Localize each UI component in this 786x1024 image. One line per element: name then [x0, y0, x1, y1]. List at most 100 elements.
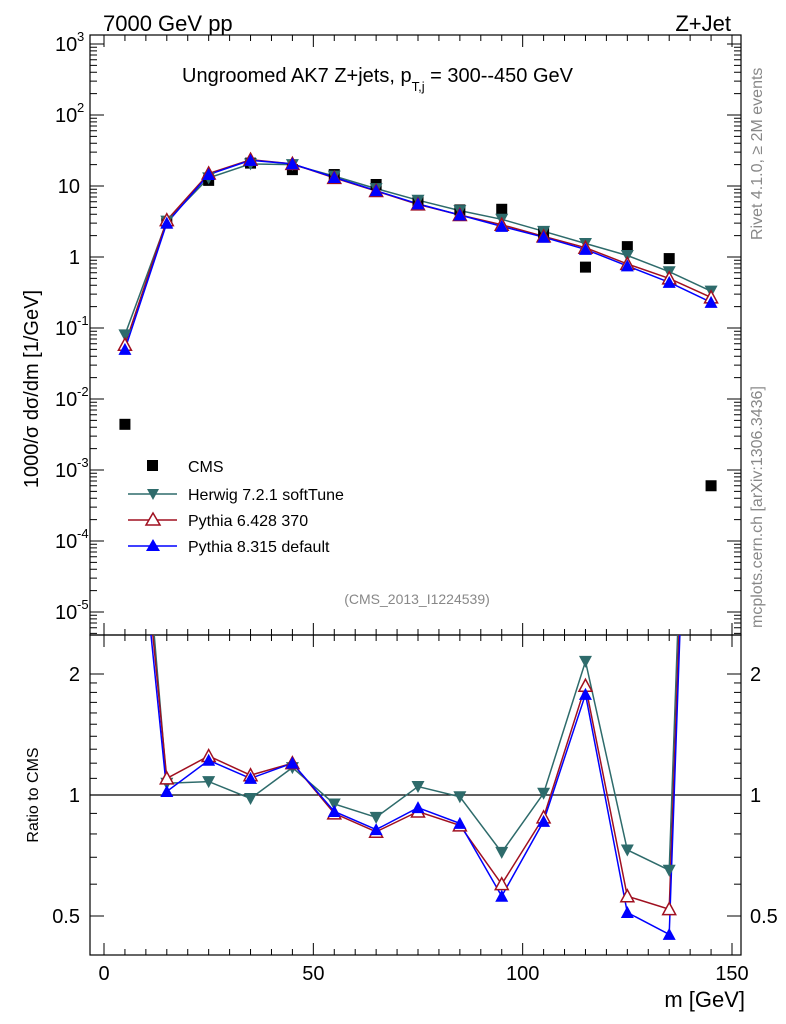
legend-label-cms: CMS: [188, 459, 224, 476]
ratio-point-pythia-6-428-370: [493, 876, 510, 891]
ratio-point-pythia-6-428-370: [619, 888, 636, 903]
ratio-point-herwig-7-2-1-softtune: [453, 791, 467, 804]
legend-marker-herwig: [147, 489, 159, 500]
data-point-pythia-8-315-default: [369, 184, 383, 197]
ratio-point-pythia-8-315-default: [285, 756, 299, 769]
legend-label-pythia6: Pythia 6.428 370: [188, 513, 308, 530]
data-point-pythia-8-315-default: [118, 342, 132, 355]
y-tick-label: 10: [55, 318, 77, 340]
data-point-pythia-8-315-default: [537, 230, 551, 243]
ratio-point-pythia-8-315-default: [411, 801, 425, 814]
ratio-point-herwig-7-2-1-softtune: [369, 811, 383, 824]
ratio-point-herwig-7-2-1-softtune: [327, 798, 341, 811]
main-y-axis-label: 1000/σ dσ/dm [1/GeV]: [21, 290, 43, 488]
ratio-point-herwig-7-2-1-softtune: [202, 776, 216, 789]
ratio-point-herwig-7-2-1-softtune: [578, 655, 592, 668]
y-tick-exponent: -1: [77, 313, 89, 328]
ratio-y-tick-label: 2: [69, 664, 80, 686]
data-point-cms: [705, 480, 717, 492]
x-axis-label: m [GeV]: [664, 987, 745, 1012]
data-point-pythia-8-315-default: [202, 168, 216, 181]
header-left: 7000 GeV pp: [103, 11, 233, 36]
plot-title-sub: T,j: [412, 79, 425, 94]
ratio-point-pythia-8-315-default: [327, 804, 341, 817]
mcplots-label: mcplots.cern.ch [arXiv:1306.3436]: [749, 386, 766, 628]
legend-marker-pythia6: [144, 511, 162, 526]
y-tick-exponent: 2: [77, 100, 84, 115]
plot-title: Ungroomed AK7 Z+jets, pT,j = 300--450 Ge…: [182, 65, 574, 94]
ratio-point-herwig-7-2-1-softtune: [495, 846, 509, 859]
ratio-point-herwig-7-2-1-softtune: [537, 787, 551, 800]
data-point-pythia-8-315-default: [662, 275, 676, 288]
x-tick-label: 0: [98, 963, 109, 985]
data-point-herwig-7-2-1-softtune: [118, 329, 132, 342]
y-tick-label: 1: [69, 247, 80, 269]
data-point-pythia-8-315-default: [495, 219, 509, 232]
ratio-point-pythia-8-315-default: [369, 823, 383, 836]
ratio-y-tick-label: 0.5: [52, 906, 80, 928]
data-point-pythia-8-315-default: [244, 153, 258, 166]
y-tick-label: 10: [55, 105, 77, 127]
ratio-point-pythia-8-315-default: [578, 687, 592, 700]
ratio-y-tick-label-right: 1: [750, 785, 761, 807]
rivet-label: Rivet 4.1.0, ≥ 2M events: [749, 68, 766, 240]
y-tick-label: 10: [55, 389, 77, 411]
data-point-pythia-8-315-default: [327, 170, 341, 183]
y-tick-exponent: -2: [77, 384, 89, 399]
plot-title-main: Ungroomed AK7 Z+jets, p: [182, 65, 412, 87]
legend-label-herwig: Herwig 7.2.1 softTune: [188, 487, 344, 504]
ratio-line-herwig-7-2-1-softtune: [153, 635, 679, 872]
data-point-cms: [119, 418, 131, 430]
ratio-y-tick-label-right: 0.5: [750, 906, 778, 928]
ratio-point-herwig-7-2-1-softtune: [411, 780, 425, 793]
ratio-point-pythia-8-315-default: [662, 927, 676, 940]
header-right: Z+Jet: [675, 11, 731, 36]
ratio-point-pythia-8-315-default: [244, 771, 258, 784]
data-point-cms: [621, 241, 633, 253]
data-point-pythia-8-315-default: [578, 242, 592, 255]
y-tick-exponent: -5: [77, 597, 89, 612]
data-point-pythia-8-315-default: [453, 208, 467, 221]
analysis-watermark: (CMS_2013_I1224539): [344, 591, 490, 607]
ratio-line-pythia-6-428-370: [152, 635, 680, 911]
ratio-y-tick-label: 1: [69, 785, 80, 807]
ratio-point-herwig-7-2-1-softtune: [244, 793, 258, 806]
y-tick-exponent: 3: [77, 29, 84, 44]
y-tick-label: 10: [58, 176, 80, 198]
data-point-pythia-8-315-default: [620, 259, 634, 272]
y-tick-exponent: -3: [77, 455, 89, 470]
ratio-y-tick-label-right: 2: [750, 664, 761, 686]
legend-label-pythia8: Pythia 8.315 default: [188, 539, 330, 556]
ratio-point-pythia-8-315-default: [495, 889, 509, 902]
ratio-y-axis-label: Ratio to CMS: [25, 747, 42, 842]
data-point-pythia-8-315-default: [285, 157, 299, 170]
ratio-point-pythia-8-315-default: [537, 814, 551, 827]
ratio-point-herwig-7-2-1-softtune: [662, 864, 676, 877]
data-point-pythia-8-315-default: [411, 197, 425, 210]
ratio-point-pythia-8-315-default: [453, 816, 467, 829]
legend-marker-pythia8: [146, 539, 160, 551]
data-point-cms: [579, 261, 591, 273]
data-point-pythia-8-315-default: [160, 216, 174, 229]
data-point-pythia-8-315-default: [704, 295, 718, 308]
ratio-point-pythia-8-315-default: [202, 753, 216, 766]
y-tick-label: 10: [55, 531, 77, 553]
ratio-point-pythia-8-315-default: [160, 785, 174, 798]
x-tick-label: 150: [715, 963, 748, 985]
y-tick-label: 10: [55, 602, 77, 624]
data-point-cms: [496, 203, 508, 215]
y-tick-label: 10: [55, 460, 77, 482]
ratio-point-pythia-6-428-370: [661, 901, 677, 916]
y-tick-exponent: -4: [77, 526, 89, 541]
ratio-point-pythia-6-428-370: [159, 770, 175, 785]
plot-title-tail: = 300--450 GeV: [425, 65, 574, 87]
y-tick-label: 10: [55, 34, 77, 56]
legend: CMS Herwig 7.2.1 softTune Pythia 6.428 3…: [128, 459, 344, 556]
x-tick-label: 50: [302, 963, 324, 985]
ratio-point-herwig-7-2-1-softtune: [620, 844, 634, 857]
ratio-point-pythia-8-315-default: [620, 906, 634, 919]
legend-marker-cms: [147, 460, 158, 471]
data-point-cms: [663, 253, 675, 265]
x-tick-label: 100: [506, 963, 539, 985]
